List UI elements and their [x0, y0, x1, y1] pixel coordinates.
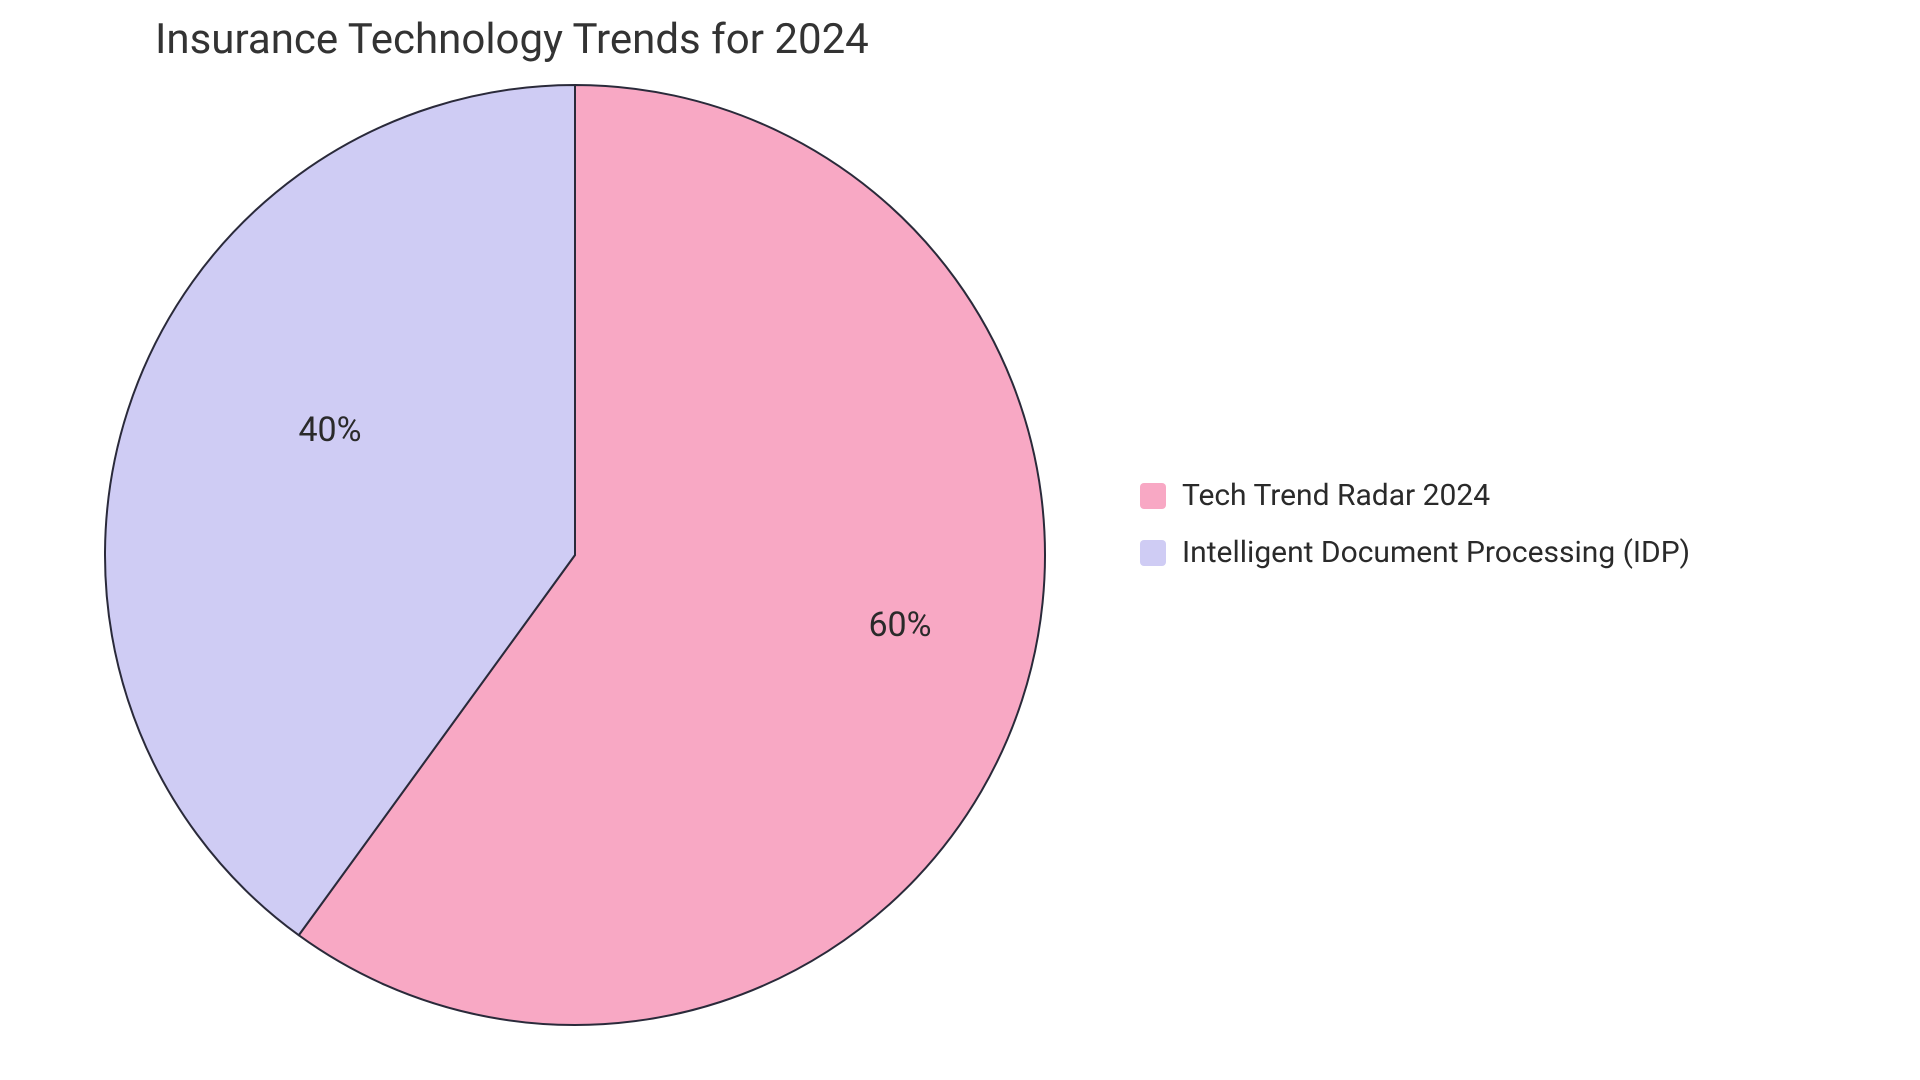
chart-title: Insurance Technology Trends for 2024	[155, 15, 869, 64]
legend-label-1: Intelligent Document Processing (IDP)	[1182, 535, 1690, 570]
chart-container: Insurance Technology Trends for 2024 Tec…	[0, 0, 1920, 1080]
legend: Tech Trend Radar 2024 Intelligent Documen…	[1140, 478, 1690, 570]
legend-swatch-0	[1140, 483, 1166, 509]
pie-slice-label-0: 60%	[868, 605, 931, 645]
legend-swatch-1	[1140, 540, 1166, 566]
legend-label-0: Tech Trend Radar 2024	[1182, 478, 1490, 513]
legend-item-0: Tech Trend Radar 2024	[1140, 478, 1690, 513]
legend-item-1: Intelligent Document Processing (IDP)	[1140, 535, 1690, 570]
pie-chart	[101, 81, 1049, 1029]
pie-slice-label-1: 40%	[298, 410, 361, 450]
